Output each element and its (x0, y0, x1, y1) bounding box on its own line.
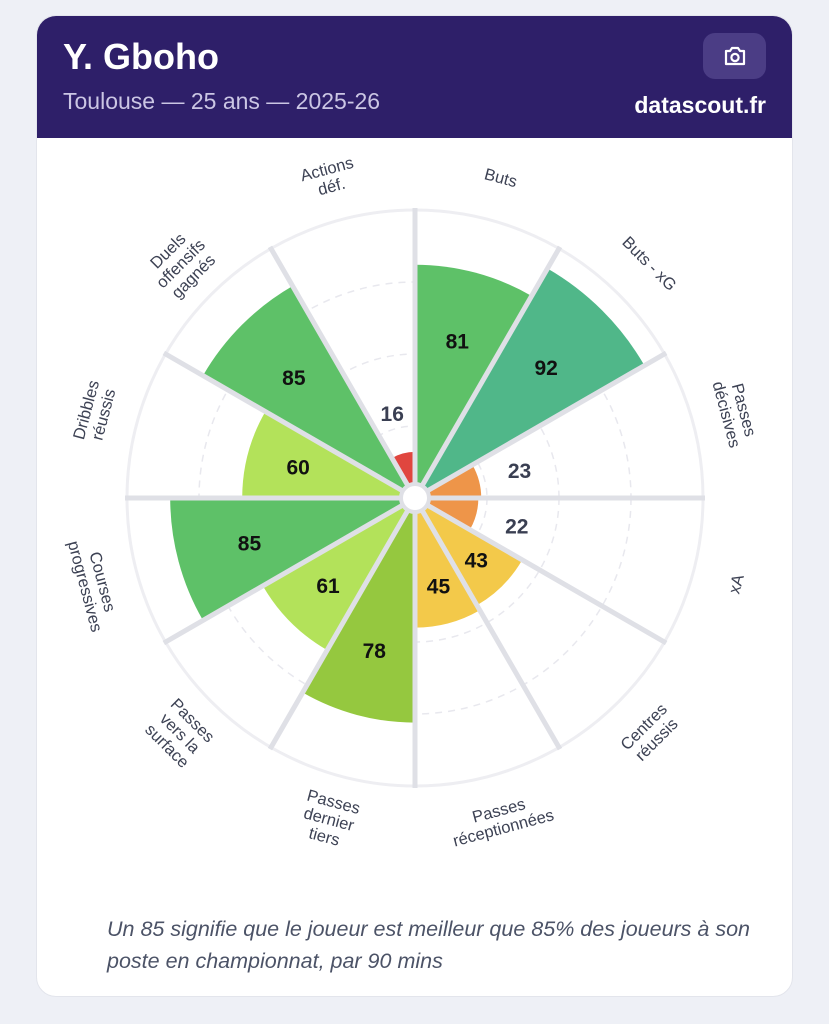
slice-9 (242, 411, 415, 498)
category-label-line: Buts (482, 165, 519, 191)
camera-icon (724, 46, 745, 66)
value-label: 81 (446, 330, 470, 353)
category-label: Buts - xG (618, 233, 679, 294)
value-label: 22 (505, 515, 528, 538)
category-label: Buts (482, 165, 519, 191)
slice-separator (412, 245, 563, 500)
category-label-line: Buts - xG (618, 233, 679, 294)
value-label: 16 (381, 403, 404, 426)
slice-10 (202, 285, 415, 498)
slice-separator (413, 495, 668, 646)
footnote: Un 85 signifie que le joueur est meilleu… (107, 917, 751, 973)
value-label: 85 (282, 367, 306, 390)
category-label: xA (725, 573, 747, 596)
center-hole (399, 482, 431, 514)
slice-separator (267, 245, 418, 500)
brand-label: datascout.fr (634, 92, 766, 118)
player-subtitle: Toulouse — 25 ans — 2025-26 (63, 88, 381, 114)
value-label: 60 (286, 457, 309, 480)
value-label: 85 (238, 532, 262, 555)
category-label-line: xA (725, 573, 747, 596)
value-label: 23 (508, 460, 531, 483)
slice-separator (162, 350, 417, 501)
value-label: 61 (316, 575, 340, 598)
slice-separator (267, 496, 418, 751)
card-header: Y. Gboho Toulouse — 25 ans — 2025-26 dat… (37, 16, 792, 138)
slice-6 (302, 498, 415, 723)
slice-8 (170, 498, 415, 621)
slice-1 (415, 268, 645, 498)
value-label: 78 (363, 640, 387, 663)
slice-separator (412, 496, 563, 751)
value-label: 92 (534, 357, 557, 380)
slice-0 (415, 264, 532, 498)
slice-4 (415, 498, 523, 606)
value-label: 45 (427, 576, 451, 599)
player-name: Y. Gboho (63, 36, 219, 77)
screenshot-button[interactable] (703, 33, 766, 79)
slice-separator (413, 350, 668, 501)
slice-7 (262, 498, 415, 651)
value-label: 43 (465, 549, 488, 572)
slice-separator (162, 495, 417, 646)
